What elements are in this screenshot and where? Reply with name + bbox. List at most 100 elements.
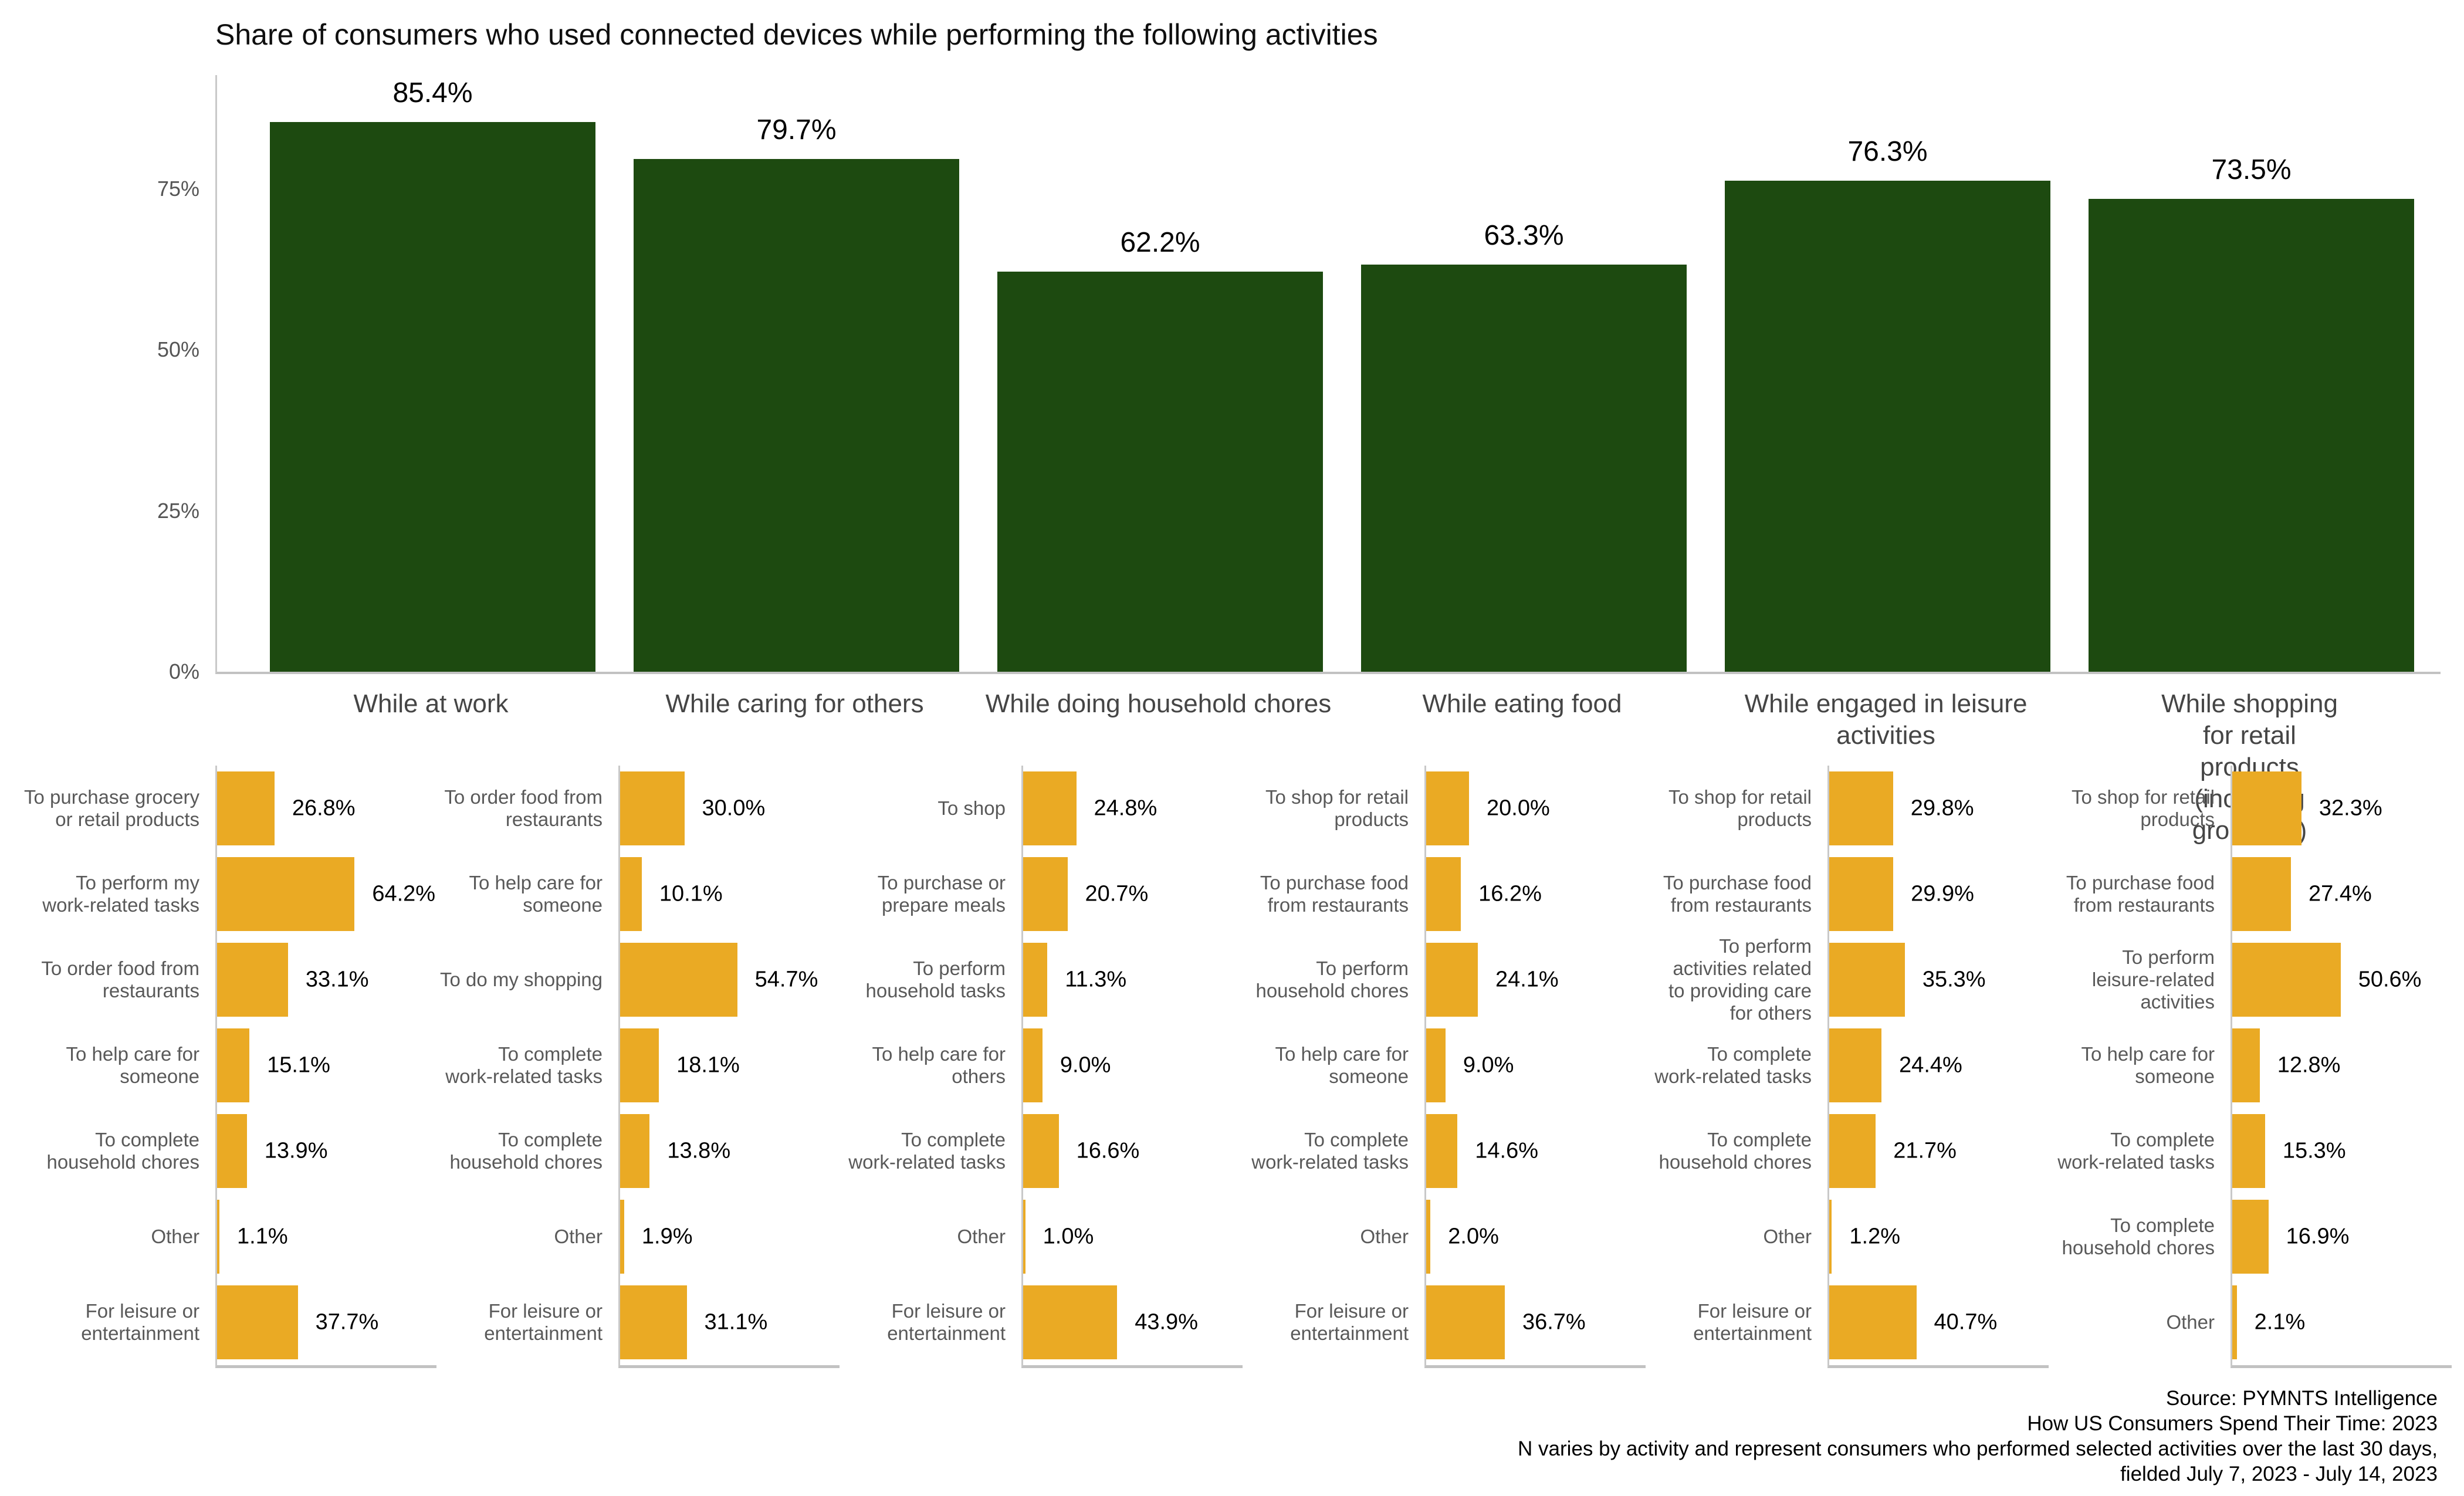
mini-row: To help care for someone 12.8%	[2081, 1023, 2452, 1108]
mini-bar-value-label: 21.7%	[1893, 1138, 1957, 1163]
mini-row: To complete work-related tasks 16.6%	[848, 1108, 1243, 1194]
mini-bar	[217, 1200, 219, 1274]
main-bar-group: 76.3%	[1725, 75, 2050, 672]
mini-bar-value-label: 10.1%	[659, 881, 723, 906]
mini-chart-plot: To shop for retail products 32.3% To purch…	[2057, 766, 2452, 1368]
mini-bar-value-label: 16.9%	[2286, 1224, 2350, 1249]
mini-row-label: Other	[2166, 1311, 2215, 1333]
main-bar-group: 73.5%	[2089, 75, 2414, 672]
mini-bar	[1023, 943, 1048, 1017]
mini-row-label: To perform household chores	[1255, 957, 1409, 1001]
mini-row-label: To perform household tasks	[865, 957, 1006, 1001]
mini-bar-value-label: 15.1%	[267, 1052, 330, 1078]
mini-bar-value-label: 24.8%	[1094, 796, 1157, 821]
mini-bar	[1023, 771, 1077, 845]
mini-row: To help care for someone 15.1%	[66, 1023, 436, 1108]
mini-bar	[217, 771, 275, 845]
main-chart-category-label: While at work	[353, 689, 509, 718]
mini-row: For leisure or entertainment 40.7%	[1693, 1280, 2049, 1365]
mini-row: To perform activities related to providi…	[1668, 935, 2049, 1024]
main-bar-value-label: 63.3%	[1484, 219, 1564, 251]
mini-row: To perform household tasks 11.3%	[866, 937, 1243, 1023]
mini-row-label: To help care for someone	[2081, 1043, 2215, 1087]
mini-bar	[217, 1028, 250, 1102]
mini-row: To shop for retail products 32.3%	[2072, 766, 2452, 851]
mini-row-label: To help care for someone	[469, 872, 603, 916]
mini-row-label: For leisure or entertainment	[1693, 1300, 1812, 1344]
mini-bar-value-label: 29.9%	[1911, 881, 1974, 906]
main-bar-group: 79.7%	[634, 75, 959, 672]
mini-row: To help care for someone 10.1%	[469, 851, 840, 937]
mini-bar	[2232, 1285, 2237, 1359]
mini-row: To complete work-related tasks 18.1%	[445, 1023, 840, 1108]
mini-bar	[217, 943, 288, 1017]
mini-bar-value-label: 32.3%	[2319, 796, 2382, 821]
main-bar	[634, 158, 959, 672]
mini-row-label: To help care for someone	[1275, 1043, 1409, 1087]
mini-row-label: To purchase grocery or retail products	[24, 786, 199, 830]
mini-bar-value-label: 2.1%	[2254, 1309, 2306, 1335]
mini-bar-value-label: 2.0%	[1448, 1224, 1499, 1249]
mini-bar-value-label: 35.3%	[1922, 967, 1986, 992]
mini-bar-value-label: 64.2%	[372, 881, 436, 906]
mini-bar-value-label: 15.3%	[2282, 1138, 2346, 1163]
mini-row-label: To help care for others	[872, 1043, 1006, 1087]
footer-source-note: Source: PYMNTS Intelligence How US Consu…	[1518, 1386, 2438, 1487]
mini-row-label: To complete household chores	[2062, 1214, 2215, 1258]
mini-row-label: To complete work-related tasks	[445, 1043, 603, 1087]
mini-chart: To shop for retail products 29.8% To purch…	[1634, 766, 2049, 1370]
mini-bar-value-label: 37.7%	[315, 1309, 379, 1335]
mini-row-label: To perform leisure-related activities	[2091, 946, 2215, 1013]
mini-row: To shop 24.8%	[937, 766, 1243, 851]
mini-bar	[620, 1028, 659, 1102]
mini-chart-plot: To order food from restaurants 30.0% To he…	[440, 766, 840, 1368]
mini-row-label: For leisure or entertainment	[1290, 1300, 1409, 1344]
mini-row-label: To complete household chores	[449, 1129, 603, 1173]
mini-bar-value-label: 1.2%	[1849, 1224, 1900, 1249]
mini-chart: To shop for retail products 20.0% To purch…	[1231, 766, 1646, 1370]
footer-line: fielded July 7, 2023 - July 14, 2023	[2120, 1463, 2438, 1485]
mini-row-label: To complete household chores	[46, 1129, 199, 1173]
mini-row: To purchase food from restaurants 29.9%	[1663, 851, 2049, 937]
mini-bar	[1023, 1028, 1043, 1102]
mini-bar	[2232, 771, 2301, 845]
mini-row: To complete household chores 13.8%	[449, 1108, 840, 1194]
mini-row-label: To complete household chores	[1659, 1129, 1812, 1173]
mini-row-label: To perform my work-related tasks	[42, 872, 199, 916]
y-axis-tick-label: 50%	[157, 337, 199, 362]
mini-bar-value-label: 20.0%	[1487, 796, 1550, 821]
mini-bar-value-label: 26.8%	[292, 796, 356, 821]
mini-bar-value-label: 1.9%	[641, 1224, 693, 1249]
mini-row: Other 1.1%	[151, 1194, 436, 1280]
main-bar-value-label: 73.5%	[2211, 154, 2292, 185]
mini-row: To perform leisure-related activities 50.…	[2092, 937, 2452, 1023]
mini-row: To perform my work-related tasks 64.2%	[42, 851, 436, 937]
main-bar	[1361, 264, 1687, 672]
mini-bar	[620, 1200, 624, 1274]
mini-bar	[1426, 857, 1461, 931]
mini-bar	[1426, 771, 1469, 845]
mini-bar	[217, 1114, 247, 1188]
mini-bar	[1426, 1028, 1446, 1102]
mini-bar-value-label: 13.9%	[264, 1138, 328, 1163]
mini-bar-value-label: 29.8%	[1910, 796, 1974, 821]
main-bar-group: 85.4%	[270, 75, 595, 672]
mini-charts: To purchase grocery or retail products 26…	[22, 766, 2452, 1376]
mini-bar	[1023, 857, 1068, 931]
mini-row-label: To purchase food from restaurants	[1663, 872, 1812, 916]
mini-row: To do my shopping 54.7%	[440, 937, 840, 1023]
mini-bar	[1829, 771, 1893, 845]
mini-row-label: To shop for retail products	[1265, 786, 1409, 830]
mini-bar	[1829, 857, 1894, 931]
mini-bar-value-label: 24.4%	[1899, 1052, 1962, 1078]
footer-line: How US Consumers Spend Their Time: 2023	[2027, 1412, 2438, 1435]
mini-bar-value-label: 30.0%	[702, 796, 766, 821]
mini-bar	[1023, 1114, 1059, 1188]
mini-chart: To shop 24.8% To purchase or prepare meals…	[828, 766, 1243, 1370]
main-bar	[997, 271, 1323, 672]
mini-row-label: To complete work-related tasks	[1251, 1129, 1409, 1173]
mini-bar	[1829, 1200, 1832, 1274]
mini-bar	[2232, 943, 2341, 1017]
mini-bar	[2232, 1114, 2265, 1188]
mini-row: To perform household chores 24.1%	[1255, 937, 1646, 1023]
